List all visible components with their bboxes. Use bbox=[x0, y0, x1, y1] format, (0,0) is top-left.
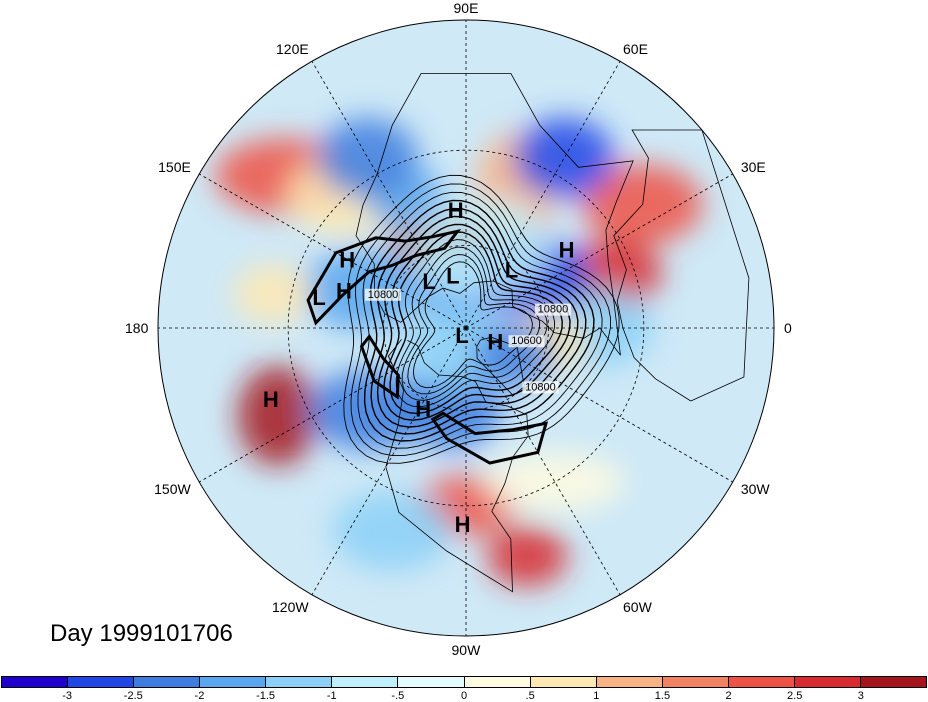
low-pressure-marker: L bbox=[312, 285, 325, 310]
high-pressure-marker: H bbox=[263, 387, 279, 412]
high-pressure-marker: H bbox=[448, 198, 464, 223]
colorbar-swatch bbox=[464, 677, 531, 687]
colorbar-swatch bbox=[134, 677, 201, 687]
anomaly-field bbox=[158, 20, 774, 636]
anomaly-patch bbox=[514, 118, 615, 199]
contour-label: 10600 bbox=[511, 335, 542, 347]
colorbar-tick-label: -3 bbox=[62, 690, 73, 702]
parallel-circle bbox=[287, 149, 645, 507]
colorbar-swatch bbox=[596, 677, 663, 687]
high-pressure-marker: H bbox=[339, 247, 355, 272]
anomaly-patch bbox=[332, 490, 453, 571]
map-boundary bbox=[157, 19, 775, 637]
colorbar-tick-label: -1.5 bbox=[256, 690, 276, 702]
longitude-label-lon-0: 0 bbox=[784, 320, 792, 336]
anomaly-patch bbox=[237, 365, 318, 466]
longitude-label-lon-60e: 60E bbox=[623, 41, 648, 58]
low-pressure-marker: L bbox=[455, 323, 468, 348]
colorbar bbox=[1, 676, 927, 688]
colorbar-swatch bbox=[794, 677, 862, 687]
colorbar-tick-label: -2 bbox=[194, 690, 205, 702]
anomaly-patch bbox=[232, 263, 313, 324]
contour-label-bg bbox=[508, 335, 545, 348]
coastline bbox=[385, 339, 529, 593]
high-pressure-marker: H bbox=[487, 330, 503, 355]
high-pressure-marker: H bbox=[336, 279, 352, 304]
longitude-label-lon-120w: 120W bbox=[272, 598, 309, 615]
contour-label-bg bbox=[522, 381, 559, 394]
longitude-label-lon-30w: 30W bbox=[740, 481, 770, 497]
anomaly-patch bbox=[487, 526, 568, 587]
longitude-label-lon-120e: 120E bbox=[276, 41, 309, 58]
anomaly-patch bbox=[401, 369, 502, 450]
contour-label: 10800 bbox=[368, 289, 399, 301]
colorbar-swatch bbox=[861, 677, 927, 687]
low-pressure-marker: L bbox=[446, 263, 459, 288]
coastline bbox=[613, 129, 750, 402]
jet-contour bbox=[359, 333, 400, 400]
low-pressure-marker: L bbox=[422, 269, 435, 294]
parallel-circle bbox=[383, 245, 549, 411]
colorbar-swatch bbox=[200, 677, 267, 687]
colorbar-tick-label: 0 bbox=[460, 690, 468, 702]
colorbar-swatch bbox=[530, 677, 597, 687]
longitude-label-lon-150e: 150E bbox=[158, 159, 191, 175]
colorbar-tick-label: 2.5 bbox=[787, 690, 803, 702]
high-pressure-marker: H bbox=[455, 512, 471, 537]
longitude-label-lon-30e: 30E bbox=[740, 159, 766, 175]
longitude-label-lon-180: 180 bbox=[125, 320, 149, 336]
contour-label: 10800 bbox=[538, 304, 569, 316]
colorbar-tick-label: 1.5 bbox=[654, 690, 671, 702]
high-pressure-marker: H bbox=[559, 237, 575, 262]
date-label: Day 1999101706 bbox=[50, 620, 233, 647]
anomaly-patch bbox=[317, 118, 418, 199]
contour-labels: 10800 10800 10600 10800 bbox=[365, 288, 571, 394]
contour-label-bg bbox=[534, 303, 571, 316]
longitude-label-lon-90w: 90W bbox=[451, 642, 481, 658]
colorbar-swatch bbox=[68, 677, 135, 687]
colorbar-swatch bbox=[2, 677, 69, 687]
colorbar-swatch bbox=[332, 677, 399, 687]
colorbar-tick-label: -2.5 bbox=[123, 690, 143, 702]
colorbar-tick-label: .5 bbox=[525, 690, 535, 702]
contour-label: 10800 bbox=[525, 381, 556, 393]
colorbar-swatch bbox=[266, 677, 333, 687]
coastline bbox=[476, 336, 525, 396]
longitude-label-lon-90e: 90E bbox=[453, 0, 479, 16]
colorbar-swatch bbox=[662, 677, 729, 687]
colorbar-swatch bbox=[398, 677, 465, 687]
coastline bbox=[355, 73, 634, 356]
longitude-label-lon-150w: 150W bbox=[154, 481, 191, 497]
high-pressure-marker: H bbox=[415, 397, 431, 422]
colorbar-tick-label: -1 bbox=[326, 690, 337, 702]
colorbar-tick-label: 2 bbox=[725, 690, 732, 702]
colorbar-tick-label: 3 bbox=[857, 690, 864, 702]
jet-contour bbox=[306, 228, 462, 326]
colorbar-swatch bbox=[728, 677, 795, 687]
colorbar-tick-label: -.5 bbox=[391, 690, 405, 702]
longitude-label-lon-60w: 60W bbox=[623, 598, 652, 615]
low-pressure-marker: L bbox=[505, 258, 518, 283]
contour-label-bg bbox=[365, 288, 402, 301]
jet-contour bbox=[430, 411, 549, 465]
colorbar-tick-label: 1 bbox=[593, 690, 600, 702]
